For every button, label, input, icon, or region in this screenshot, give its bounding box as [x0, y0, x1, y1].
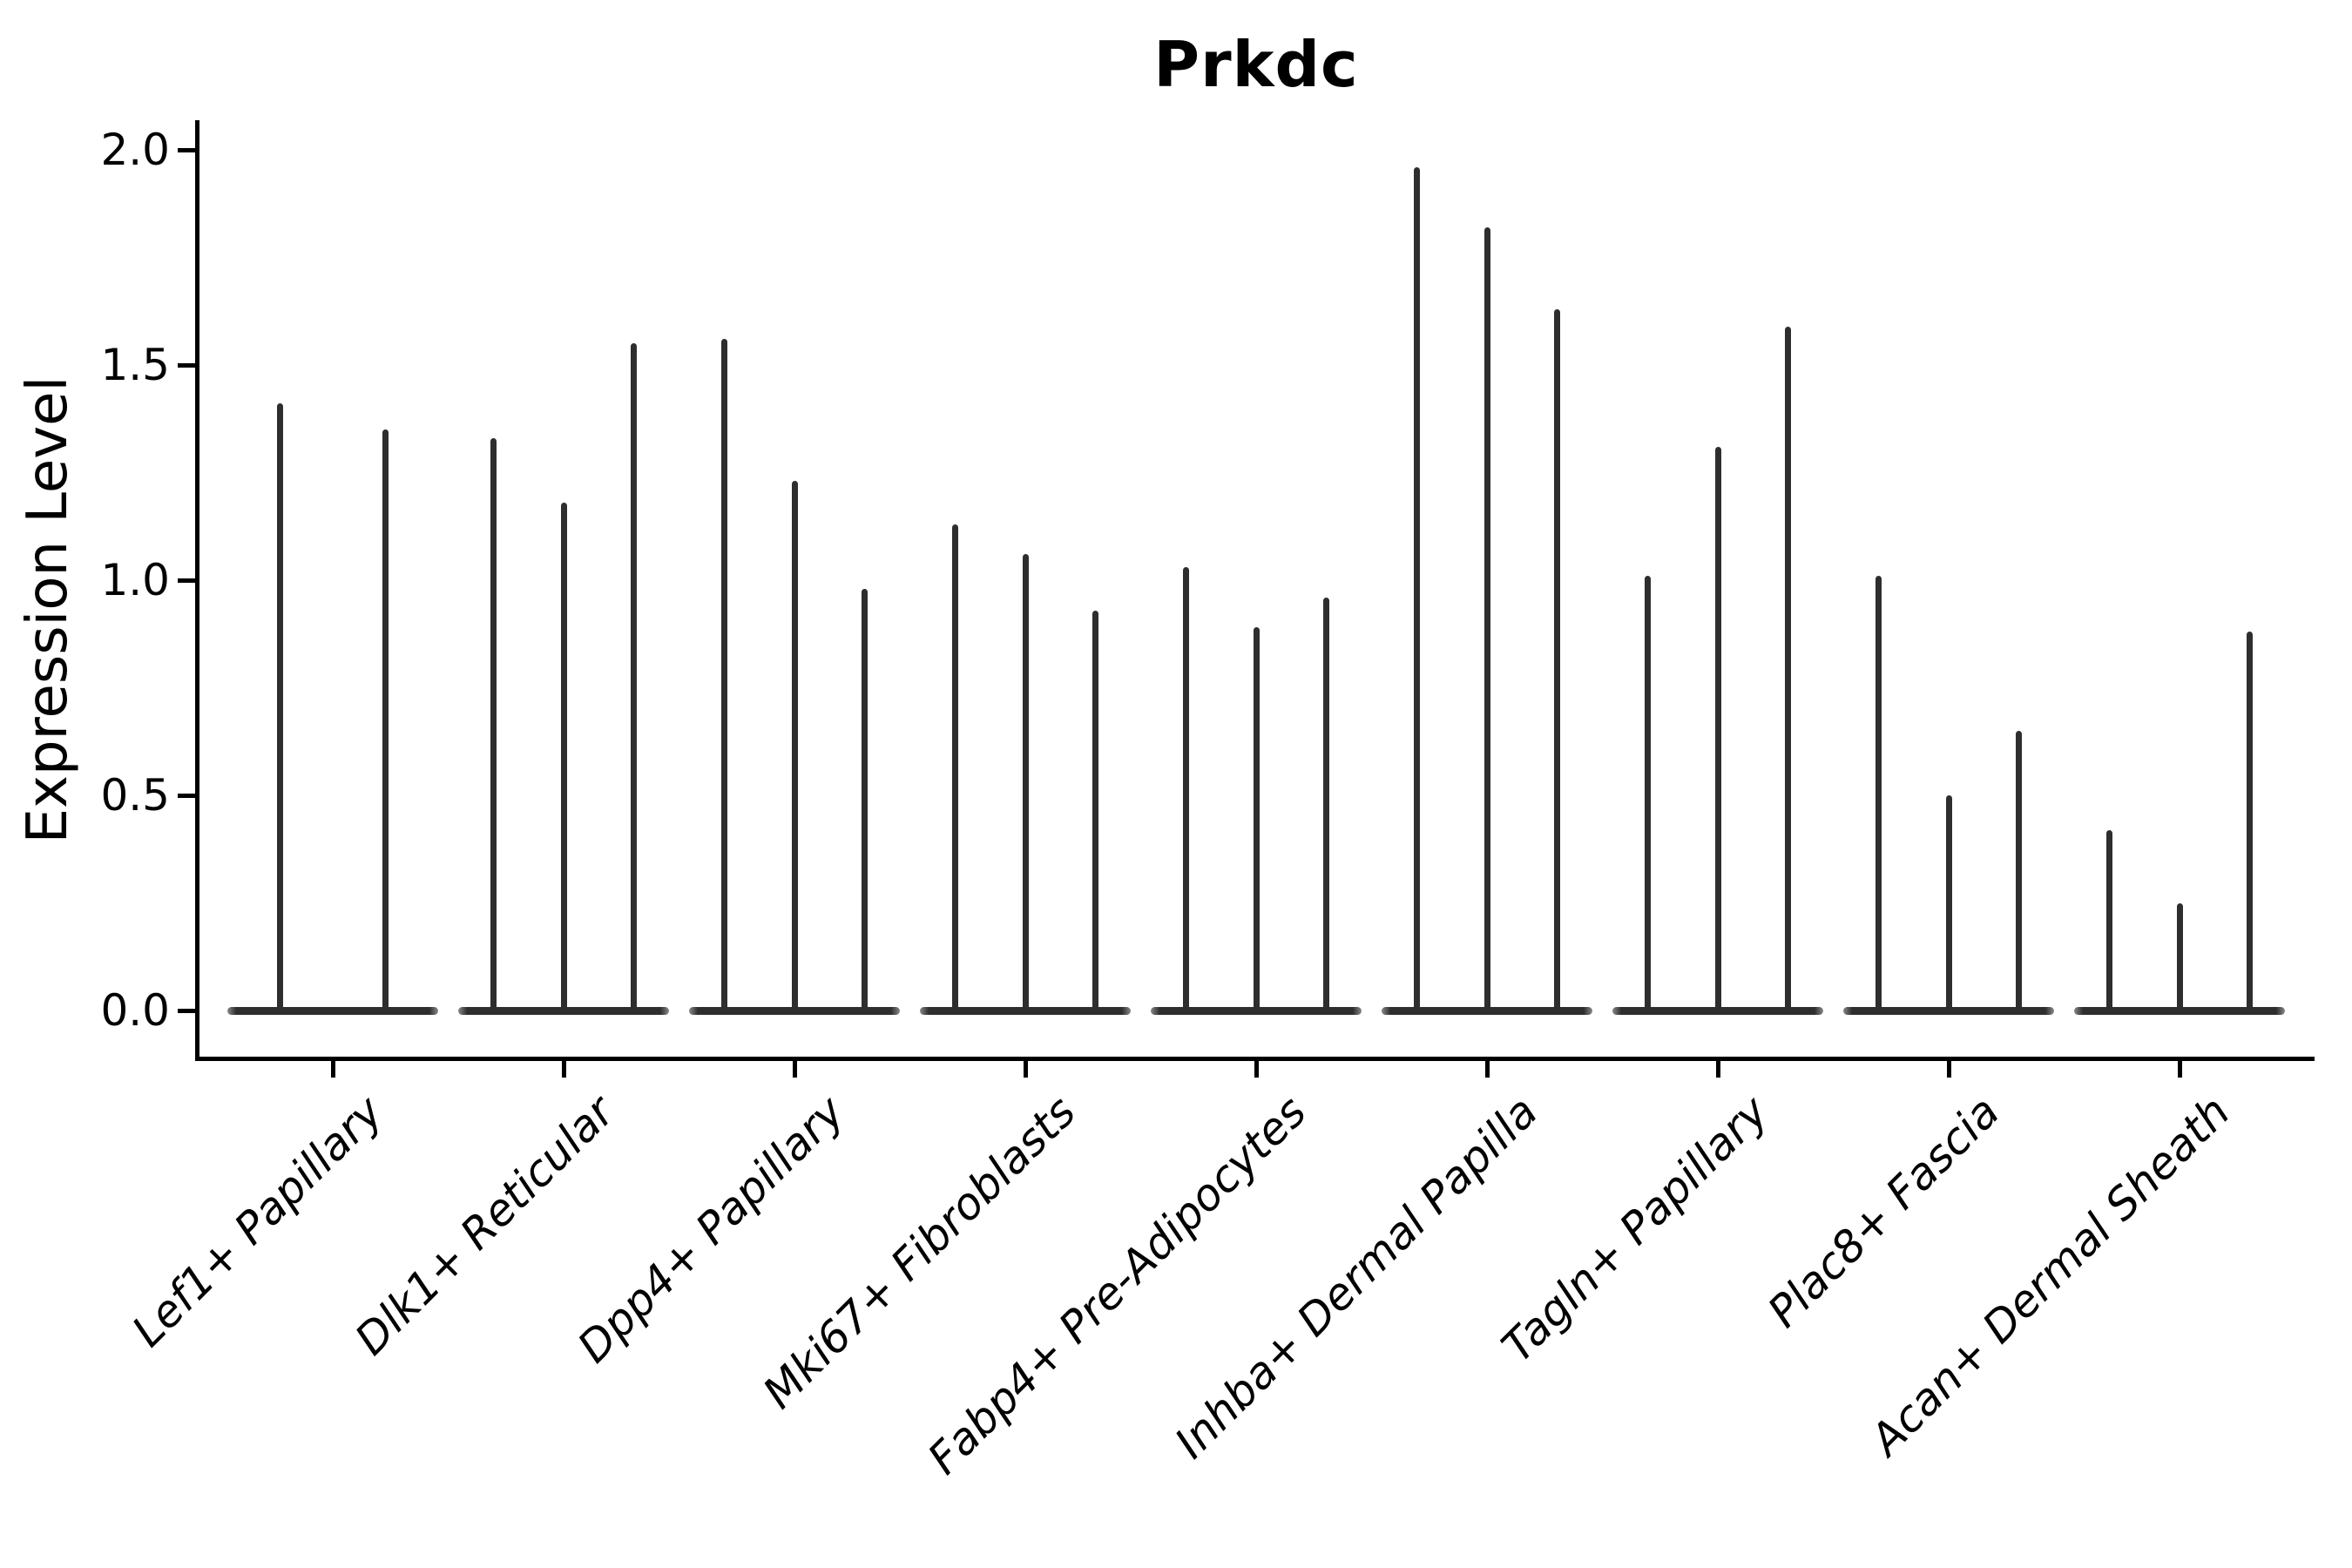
- violin-spike: [2176, 902, 2183, 1010]
- violin-spike: [1323, 597, 1330, 1010]
- violin-spike: [1714, 446, 1721, 1010]
- x-tick: [561, 1058, 566, 1078]
- violin-spike: [2247, 632, 2254, 1010]
- violin-spike: [1253, 627, 1260, 1010]
- violin-base: [458, 1006, 669, 1015]
- violin-spike: [1644, 576, 1651, 1010]
- chart-title: Prkdc: [1153, 28, 1359, 101]
- violin-spike: [720, 339, 727, 1010]
- y-tick-label: 1.0: [100, 555, 170, 605]
- x-tick: [1484, 1058, 1490, 1078]
- y-tick-label: 1.5: [100, 340, 170, 390]
- violin-spike: [382, 429, 389, 1010]
- violin-base: [1151, 1006, 1362, 1015]
- x-tick: [1715, 1058, 1720, 1078]
- y-tick: [178, 1008, 196, 1013]
- violin-spike: [1484, 226, 1490, 1010]
- x-tick: [1023, 1058, 1028, 1078]
- x-tick: [1946, 1058, 1951, 1078]
- y-axis-line: [195, 120, 199, 1061]
- violin-spike: [1092, 610, 1099, 1010]
- violin-base: [1382, 1006, 1592, 1015]
- y-tick: [178, 147, 196, 152]
- violin-spike: [1945, 795, 1952, 1010]
- violin-spike: [951, 524, 958, 1010]
- violin-base: [1843, 1006, 2054, 1015]
- x-axis-category-label: Fabp4+ Pre-Adipocytes: [918, 1086, 1317, 1484]
- y-tick-label: 2.0: [100, 125, 170, 175]
- violin-spike: [862, 588, 868, 1010]
- violin-base: [227, 1006, 438, 1015]
- x-axis-category-label: Plac8+ Fascia: [1758, 1086, 2010, 1337]
- y-tick: [178, 793, 196, 798]
- violin-spike: [2016, 730, 2023, 1010]
- violin-spike: [277, 403, 283, 1010]
- violin-spike: [490, 437, 497, 1010]
- violin-base: [920, 1006, 1131, 1015]
- y-tick: [178, 362, 196, 368]
- violin-spike: [2105, 829, 2112, 1010]
- x-axis-category-label: Lef1+ Papillary: [122, 1086, 394, 1357]
- violin-base: [2074, 1006, 2285, 1015]
- violin-spike: [631, 343, 638, 1010]
- violin-base: [689, 1006, 900, 1015]
- violin-spike: [1413, 166, 1420, 1010]
- x-tick: [1254, 1058, 1259, 1078]
- violin-spike: [1554, 308, 1561, 1010]
- x-tick: [792, 1058, 797, 1078]
- y-tick-label: 0.5: [100, 770, 170, 821]
- violin-spike: [1785, 326, 1792, 1010]
- violin-spike: [791, 481, 798, 1010]
- violin-spike: [560, 503, 567, 1010]
- x-tick: [330, 1058, 335, 1078]
- violin-spike: [1875, 576, 1882, 1010]
- y-tick: [178, 578, 196, 583]
- violin-base: [1612, 1006, 1823, 1015]
- violin-spike: [1022, 554, 1029, 1010]
- y-tick-label: 0.0: [100, 985, 170, 1036]
- x-tick: [2177, 1058, 2182, 1078]
- violin-spike: [1182, 567, 1189, 1010]
